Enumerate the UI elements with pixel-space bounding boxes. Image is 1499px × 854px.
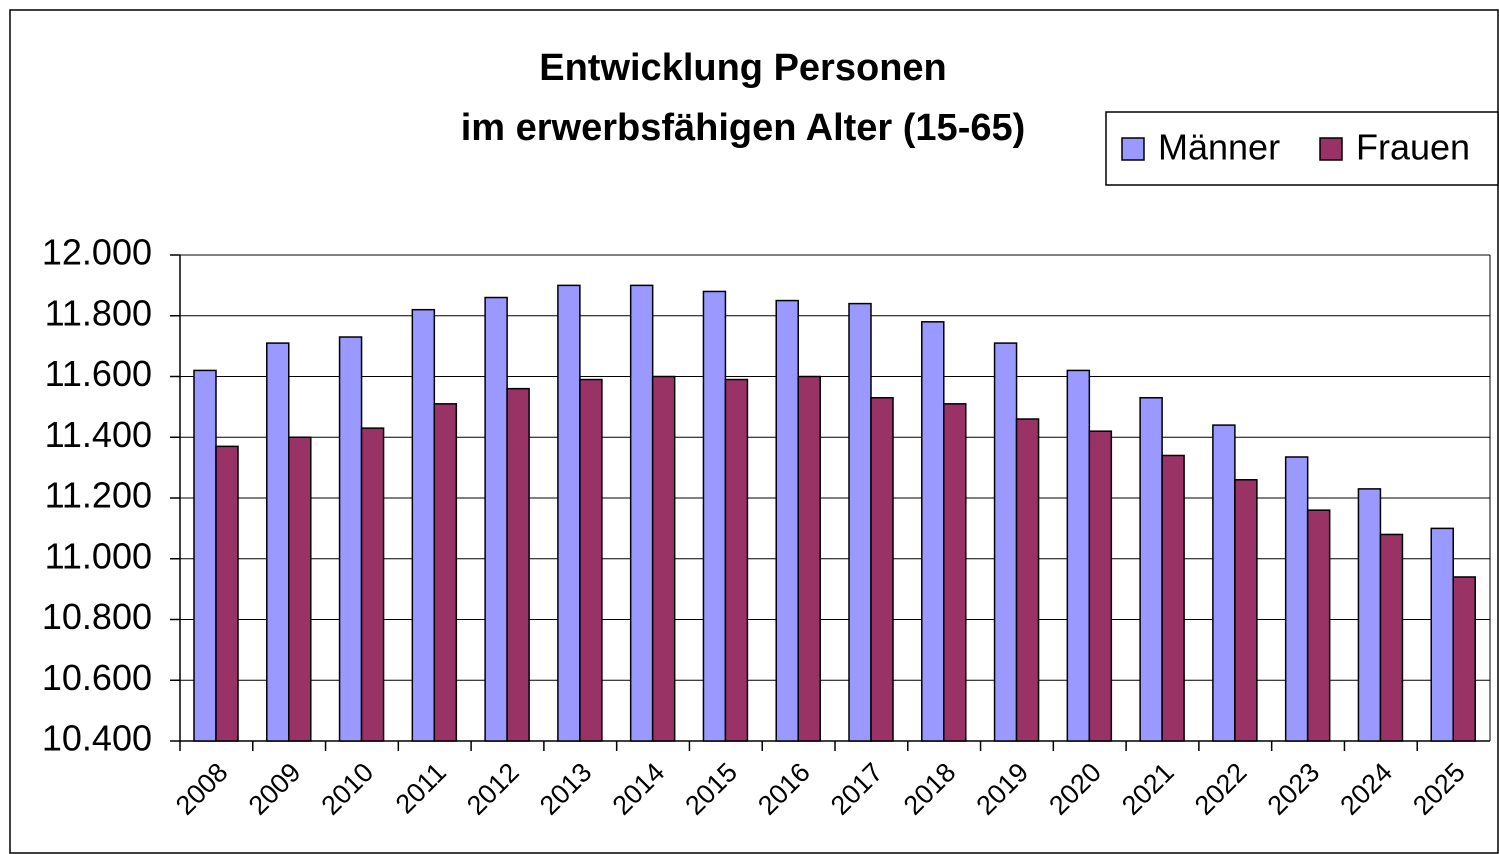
y-tick-label: 12.000	[42, 232, 152, 273]
bar	[1430, 527, 1454, 742]
y-tick-label: 11.200	[45, 475, 152, 516]
y-tick-label: 11.000	[45, 535, 152, 576]
bar	[360, 427, 385, 742]
bar	[579, 378, 603, 742]
y-tick-label: 11.400	[45, 414, 152, 455]
bar	[506, 387, 530, 742]
bar	[943, 403, 967, 742]
bar	[921, 321, 945, 742]
bar	[1161, 454, 1185, 742]
bar	[1284, 456, 1309, 742]
bar	[629, 284, 654, 742]
legend-box	[1105, 111, 1499, 186]
bar	[1452, 576, 1476, 742]
bar	[1379, 533, 1404, 742]
y-tick-label: 11.800	[45, 292, 152, 333]
bar	[215, 445, 239, 742]
bar	[775, 299, 799, 742]
bar	[1306, 509, 1331, 742]
chart-title: im erwerbsfähigen Alter (15-65)	[461, 107, 1026, 149]
y-tick-label: 11.600	[45, 353, 152, 394]
y-tick-label: 10.400	[42, 718, 152, 759]
bar	[651, 375, 676, 742]
bar	[702, 290, 727, 742]
bar	[193, 369, 217, 742]
bar	[848, 302, 872, 742]
bar	[1212, 424, 1236, 742]
legend-label: Männer	[1158, 127, 1280, 168]
bar	[724, 378, 749, 742]
legend-swatch	[1319, 137, 1343, 161]
y-tick-label: 10.800	[42, 596, 152, 637]
bar	[433, 403, 458, 742]
bar	[1357, 488, 1382, 742]
bar	[411, 308, 436, 742]
bar	[1234, 479, 1258, 742]
y-tick-label: 10.600	[42, 657, 152, 698]
bar	[266, 342, 290, 742]
bar	[1015, 418, 1040, 742]
bar	[870, 397, 894, 742]
bar	[1088, 430, 1113, 742]
bar	[338, 336, 363, 742]
bar	[797, 375, 821, 742]
bar	[484, 296, 508, 742]
legend-swatch	[1121, 137, 1145, 161]
bar	[993, 342, 1018, 742]
bar	[288, 436, 312, 742]
bar	[1139, 397, 1163, 742]
bar	[557, 284, 581, 742]
bar	[1066, 369, 1091, 742]
chart-title: Entwicklung Personen	[539, 47, 947, 89]
legend-label: Frauen	[1356, 127, 1470, 168]
